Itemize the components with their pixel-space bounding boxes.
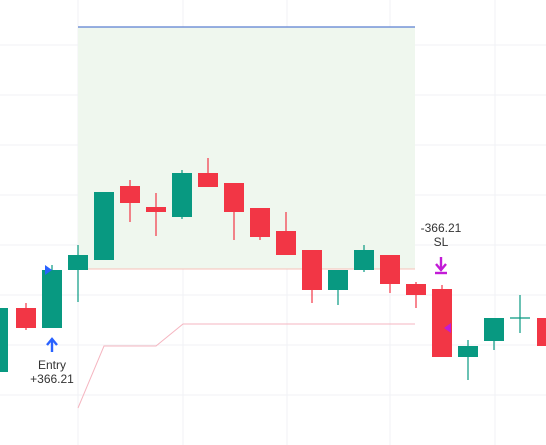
candles	[0, 158, 546, 380]
candle-body	[224, 183, 244, 212]
candle-body	[16, 308, 36, 328]
candle-body	[276, 231, 296, 255]
candle-body	[537, 318, 546, 346]
candle-body	[0, 308, 8, 372]
stop-marker	[444, 323, 451, 333]
candle-body	[406, 284, 426, 295]
stop-pnl: -366.21	[421, 221, 462, 235]
candle-body	[458, 346, 478, 357]
stop-label: SL	[434, 235, 449, 249]
candle-body	[172, 173, 192, 217]
candle-body	[302, 250, 322, 290]
entry-arrow	[46, 337, 58, 352]
candle-body	[120, 186, 140, 203]
candle-body	[484, 318, 504, 341]
entry-label: Entry	[38, 358, 66, 372]
candle-body	[250, 208, 270, 237]
entry-marker	[45, 265, 52, 275]
candle-body	[68, 255, 88, 270]
target-zone	[78, 27, 415, 269]
candle-body	[146, 207, 166, 212]
candle-body	[432, 289, 452, 357]
candle-body	[198, 173, 218, 187]
candle-body	[42, 270, 62, 328]
candle-body	[354, 250, 374, 270]
stop-arrow	[435, 257, 447, 275]
entry-pnl: +366.21	[30, 372, 74, 386]
candle-body	[328, 270, 348, 290]
candle-body	[380, 255, 400, 284]
stop-line	[77, 323, 415, 409]
candle-body	[94, 192, 114, 260]
